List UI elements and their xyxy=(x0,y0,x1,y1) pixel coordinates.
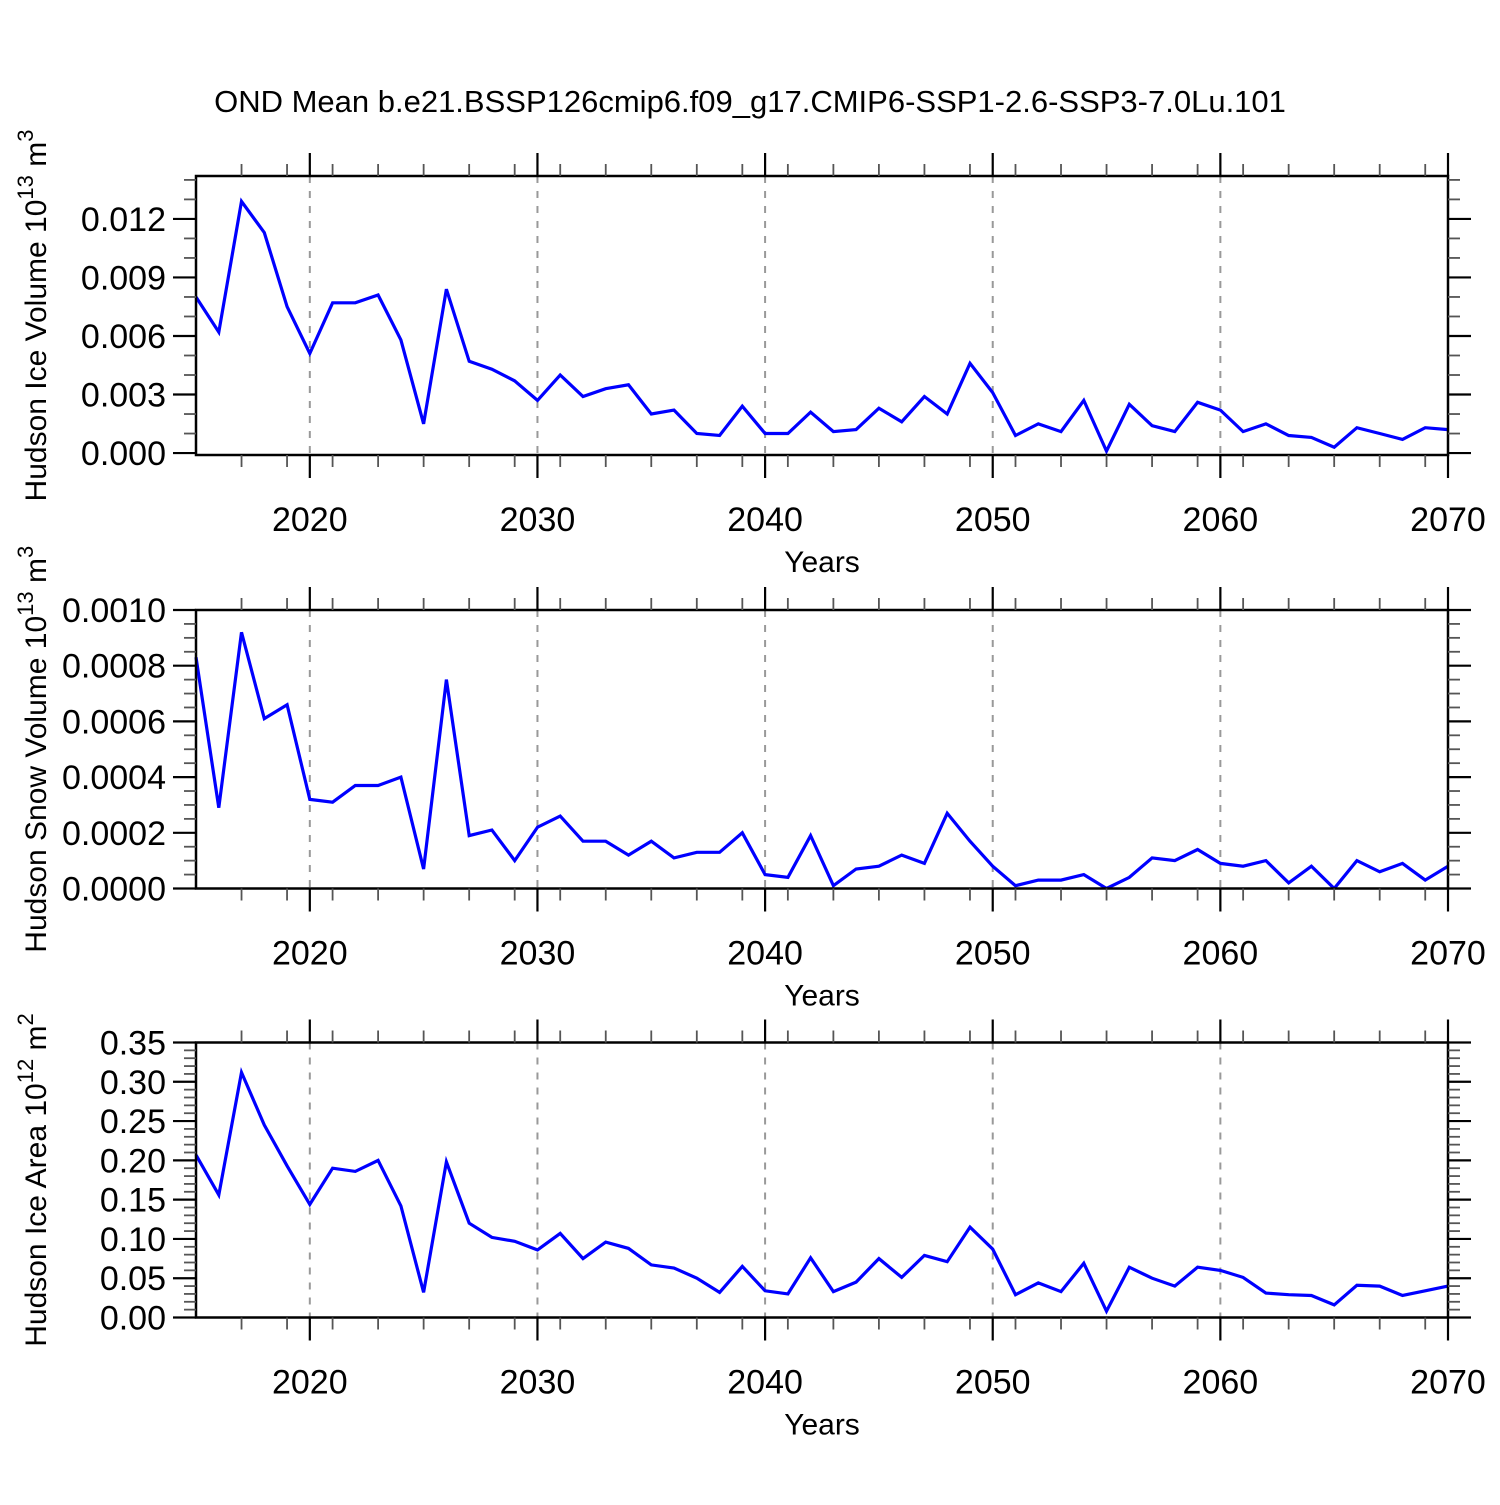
panel-hudson-snow-volume: 2020 2030 2040 2050 2060 2070 0.0000 0.0002 0.00… xyxy=(13,546,1486,1013)
y-tick-label: 0.35 xyxy=(100,1025,166,1063)
y-tick-label: 0.0008 xyxy=(62,648,166,686)
x-tick-label: 2030 xyxy=(500,501,576,539)
y-tick-label: 0.30 xyxy=(100,1064,166,1102)
y-axis-title-text: m xyxy=(20,558,53,591)
y-axis-title: Hudson Ice Volume 1013 m3 xyxy=(13,130,53,502)
x-tick-label: 2060 xyxy=(1183,501,1259,539)
y-axis-title-text: m xyxy=(20,142,53,175)
x-tick-label: 2020 xyxy=(272,501,348,539)
y-axis-title-superscript: 13 xyxy=(13,591,38,615)
x-tick-label: 2040 xyxy=(727,501,803,539)
x-tick-label: 2050 xyxy=(955,501,1031,539)
series-line xyxy=(194,631,1449,891)
x-tick-label: 2040 xyxy=(727,1364,803,1402)
series-line xyxy=(194,1066,1449,1315)
y-tick-label: 0.0002 xyxy=(62,815,166,853)
y-tick-label: 0.000 xyxy=(81,435,166,473)
x-tick-label: 2050 xyxy=(955,1364,1031,1402)
x-tick-label: 2060 xyxy=(1183,1364,1259,1402)
x-tick-label: 2030 xyxy=(500,935,576,973)
y-axis-title-superscript: 12 xyxy=(13,1059,38,1083)
plot-frame xyxy=(194,608,1450,890)
y-axis-title-superscript: 3 xyxy=(13,130,38,142)
page-title: OND Mean b.e21.BSSP126cmip6.f09_g17.CMIP… xyxy=(214,84,1286,119)
y-tick-label: 0.006 xyxy=(81,318,166,356)
y-axis-title-text: Hudson Snow Volume 10 xyxy=(20,616,53,953)
y-tick-label: 0.00 xyxy=(100,1300,166,1338)
x-axis-title: Years xyxy=(784,1409,860,1442)
y-tick-label: 0.003 xyxy=(81,377,166,415)
plot-frame xyxy=(194,1041,1450,1319)
panel-hudson-ice-area: 2020 2030 2040 2050 2060 2070 0.000.050.100.15… xyxy=(13,1013,1486,1441)
y-tick-label: 0.15 xyxy=(100,1182,166,1220)
y-tick-label: 0.25 xyxy=(100,1103,166,1141)
y-tick-label: 0.05 xyxy=(100,1260,166,1298)
x-tick-label: 2030 xyxy=(500,1364,576,1402)
series-line xyxy=(194,197,1449,455)
y-axis-title: Hudson Snow Volume 1013 m3 xyxy=(13,546,53,953)
x-tick-label: 2050 xyxy=(955,935,1031,973)
y-axis-title-superscript: 3 xyxy=(13,546,38,558)
x-tick-label: 2020 xyxy=(272,1364,348,1402)
y-tick-label: 0.0006 xyxy=(62,703,166,741)
plot-frame xyxy=(194,174,1450,457)
y-axis-title-superscript: 13 xyxy=(13,175,38,199)
y-tick-label: 0.0004 xyxy=(62,759,166,797)
x-tick-label: 2070 xyxy=(1410,935,1486,973)
y-axis-title-text: Hudson Ice Area 10 xyxy=(20,1083,53,1347)
y-tick-label: 0.20 xyxy=(100,1142,166,1180)
y-axis-title: Hudson Ice Area 1012 m2 xyxy=(13,1013,53,1347)
x-axis-title: Years xyxy=(784,980,860,1013)
y-tick-label: 0.009 xyxy=(81,259,166,297)
y-tick-label: 0.10 xyxy=(100,1221,166,1259)
x-tick-label: 2070 xyxy=(1410,501,1486,539)
y-axis-title-superscript: 2 xyxy=(13,1013,38,1025)
x-axis-title: Years xyxy=(784,546,860,579)
x-tick-label: 2070 xyxy=(1410,1364,1486,1402)
panel-hudson-ice-volume: 2020 2030 2040 2050 2060 2070 0.000 0.003 0.006 0… xyxy=(13,130,1486,579)
y-axis-title-text: Hudson Ice Volume 10 xyxy=(20,200,53,502)
x-tick-label: 2060 xyxy=(1183,935,1259,973)
x-tick-label: 2020 xyxy=(272,935,348,973)
x-tick-label: 2040 xyxy=(727,935,803,973)
y-tick-label: 0.0010 xyxy=(62,592,166,630)
y-tick-label: 0.0000 xyxy=(62,871,166,909)
y-axis-title-text: m xyxy=(20,1025,53,1058)
y-tick-label: 0.012 xyxy=(81,201,166,239)
